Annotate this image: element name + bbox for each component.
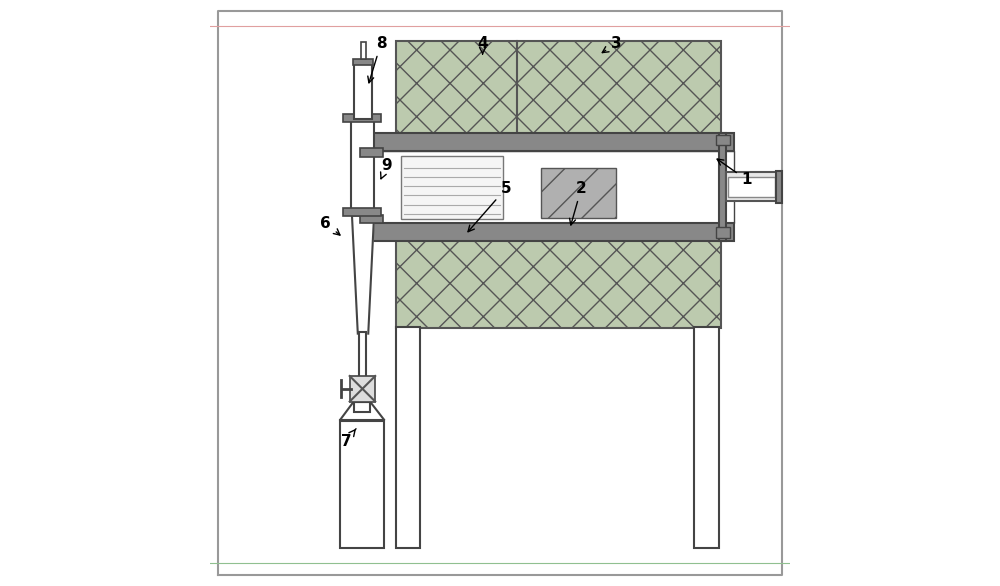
Bar <box>719 134 726 241</box>
Polygon shape <box>340 401 384 420</box>
Bar <box>354 64 372 119</box>
Bar <box>396 40 721 142</box>
Text: 2: 2 <box>570 181 587 225</box>
Text: 5: 5 <box>468 181 511 231</box>
Bar <box>401 156 503 219</box>
Bar <box>360 134 734 151</box>
Polygon shape <box>352 216 374 333</box>
Bar <box>396 226 721 328</box>
Text: 3: 3 <box>602 36 621 53</box>
Bar <box>728 177 775 197</box>
Bar <box>361 42 366 59</box>
Bar <box>343 207 381 216</box>
Bar <box>359 332 366 380</box>
Text: 4: 4 <box>477 36 488 54</box>
Bar <box>340 421 384 548</box>
Bar <box>694 326 719 548</box>
Bar <box>776 171 782 203</box>
Bar <box>716 227 730 238</box>
Bar <box>353 59 373 65</box>
Bar <box>360 151 734 223</box>
Bar <box>358 389 366 403</box>
Text: 6: 6 <box>320 216 340 235</box>
Text: 7: 7 <box>341 429 356 448</box>
Bar <box>396 326 420 548</box>
Bar <box>360 148 383 156</box>
Bar <box>541 168 616 217</box>
Bar <box>360 214 383 223</box>
Bar <box>351 119 374 214</box>
Text: 1: 1 <box>717 159 752 188</box>
Bar <box>354 401 370 412</box>
Bar <box>360 223 734 241</box>
Bar <box>350 376 375 401</box>
Text: 9: 9 <box>381 158 392 179</box>
Bar <box>726 172 779 201</box>
Bar <box>716 135 730 145</box>
Text: 8: 8 <box>368 36 386 83</box>
Bar <box>343 114 381 122</box>
Polygon shape <box>340 406 384 421</box>
